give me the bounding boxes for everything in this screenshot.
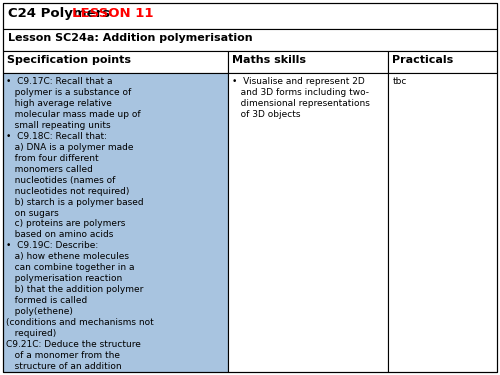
Text: Maths skills: Maths skills — [232, 55, 306, 65]
Text: tbc: tbc — [392, 77, 406, 86]
Bar — [228, 73, 388, 372]
Bar — [388, 51, 497, 73]
Text: •  C9.17C: Recall that a
   polymer is a substance of
   high average relative
 : • C9.17C: Recall that a polymer is a sub… — [6, 77, 154, 371]
Bar — [3, 51, 228, 73]
Bar — [228, 51, 388, 73]
Bar — [3, 29, 497, 51]
Text: Specification points: Specification points — [7, 55, 131, 65]
Bar — [3, 3, 497, 29]
Text: LESSON 11: LESSON 11 — [72, 7, 154, 20]
Text: Practicals: Practicals — [392, 55, 454, 65]
Bar — [3, 73, 228, 372]
Text: C24 Polymers: C24 Polymers — [8, 7, 115, 20]
Text: •  Visualise and represent 2D
   and 3D forms including two-
   dimensional repr: • Visualise and represent 2D and 3D form… — [232, 77, 370, 119]
Text: Lesson SC24a: Addition polymerisation: Lesson SC24a: Addition polymerisation — [8, 33, 252, 43]
Bar — [388, 73, 497, 372]
